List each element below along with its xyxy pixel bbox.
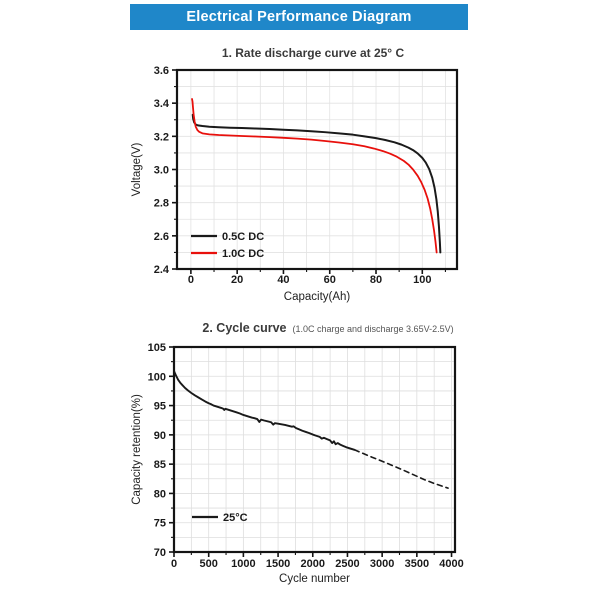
y-tick-label: 90 — [154, 430, 166, 442]
series-25-c — [173, 370, 356, 451]
x-tick-label: 40 — [277, 274, 289, 286]
chart-1: 0 20 40 60 80 100 2.4 2.6 2.8 3.0 3.2 3.4 3.6 0.5C DC… — [131, 46, 459, 303]
axis-ticks — [172, 69, 446, 274]
y-tick-label: 85 — [154, 459, 166, 471]
y-tick-label: 2.4 — [154, 264, 170, 276]
plot-frame — [175, 68, 459, 271]
series-25-c-extrapolated — [353, 448, 449, 489]
y-tick-label: 100 — [148, 371, 166, 383]
x-tick-label: 1000 — [231, 558, 255, 570]
x-tick-label: 60 — [324, 274, 336, 286]
y-tick-label: 3.4 — [154, 98, 170, 110]
x-tick-label: 20 — [231, 274, 243, 286]
x-tick-label: 100 — [413, 274, 431, 286]
y-tick-label: 80 — [154, 488, 166, 500]
x-tick-label: 2500 — [335, 558, 359, 570]
page-title: Electrical Performance Diagram — [186, 9, 412, 25]
x-tick-label: 4000 — [439, 558, 463, 570]
x-tick-label: 80 — [370, 274, 382, 286]
y-tick-label: 95 — [154, 401, 166, 413]
x-tick-label: 1500 — [266, 558, 290, 570]
chart-title: 2. Cycle curve (1.0C charge and discharge… — [202, 321, 453, 335]
x-axis-label: Cycle number — [279, 573, 350, 585]
y-tick-label: 3.0 — [154, 165, 169, 177]
x-tick-label: 0 — [171, 558, 177, 570]
grid — [177, 70, 457, 269]
legend: 0.5C DC 1.0C DC — [191, 231, 264, 260]
y-tick-label: 75 — [154, 518, 166, 530]
y-tick-label: 2.8 — [154, 198, 169, 210]
y-tick-label: 70 — [154, 547, 166, 559]
legend-label-25-c: 25°C — [223, 512, 248, 524]
y-axis-label: Voltage(V) — [131, 142, 143, 196]
series-1-0c-dc — [191, 98, 438, 254]
grid — [174, 347, 455, 552]
chart-2: 0 500 1000 1500 2000 2500 3000 3500 4000 70 75 80 85… — [131, 321, 464, 585]
x-tick-label: 0 — [188, 274, 194, 286]
axis-ticks — [169, 346, 453, 557]
y-tick-label: 2.6 — [154, 231, 169, 243]
series-0-5c-dc — [191, 113, 442, 254]
y-tick-label: 3.2 — [154, 131, 169, 143]
x-axis-label: Capacity(Ah) — [284, 291, 351, 303]
legend-label-0-5c-dc: 0.5C DC — [222, 231, 264, 243]
y-tick-label: 3.6 — [154, 65, 169, 77]
x-tick-label: 3500 — [405, 558, 429, 570]
x-tick-label: 3000 — [370, 558, 394, 570]
legend-label-1-0c-dc: 1.0C DC — [222, 248, 264, 260]
y-tick-label: 105 — [148, 342, 166, 354]
x-tick-label: 2000 — [301, 558, 325, 570]
plot-frame — [172, 345, 457, 554]
legend: 25°C — [192, 512, 248, 524]
y-axis-label: Capacity retention(%) — [131, 394, 143, 505]
header-banner: Electrical Performance Diagram — [130, 4, 468, 30]
chart-title: 1. Rate discharge curve at 25° C — [222, 46, 405, 60]
x-tick-label: 500 — [200, 558, 218, 570]
